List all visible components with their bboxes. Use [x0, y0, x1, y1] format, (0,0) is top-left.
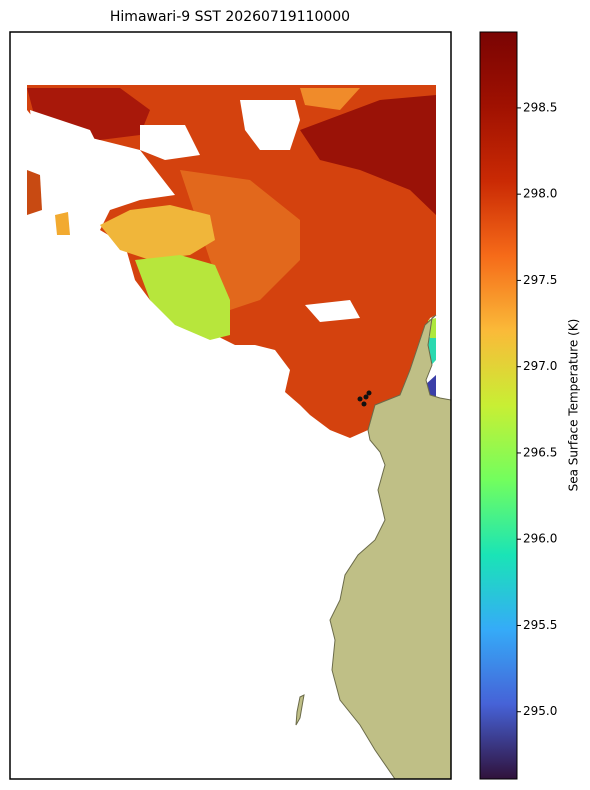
colorbar-label: Sea Surface Temperature (K) — [567, 319, 581, 492]
sst-field — [27, 85, 451, 779]
colorbar — [479, 31, 518, 780]
colorbar-tick-label: 298.0 — [523, 187, 557, 201]
colorbar-tick-label: 297.5 — [523, 273, 557, 287]
colorbar-tick-label: 296.0 — [523, 532, 557, 546]
colorbar-tick-label: 298.5 — [523, 100, 557, 114]
colorbar-tick-label: 296.5 — [523, 445, 557, 459]
map-frame — [9, 31, 452, 780]
map-title: Himawari-9 SST 20260719110000 — [110, 9, 350, 25]
colorbar-tick-label: 295.5 — [523, 618, 557, 632]
colorbar-tick-label: 297.0 — [523, 359, 557, 373]
colorbar-tick-label: 295.0 — [523, 704, 557, 718]
